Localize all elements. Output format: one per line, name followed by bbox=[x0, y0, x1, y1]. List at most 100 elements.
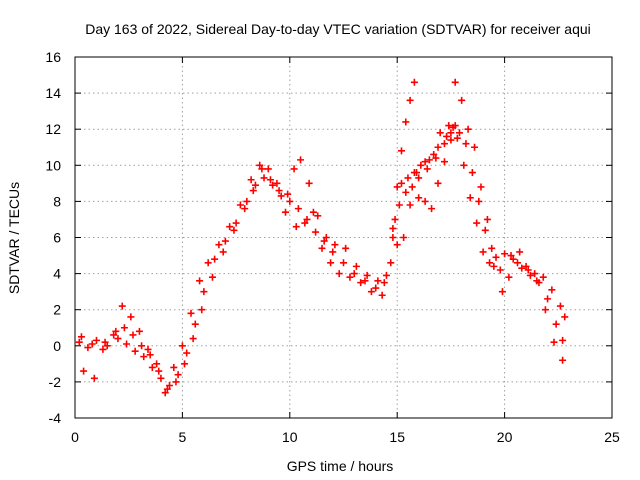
data-point bbox=[421, 197, 429, 205]
data-point bbox=[539, 273, 547, 281]
data-point bbox=[260, 174, 268, 182]
y-tick-label: -2 bbox=[49, 374, 62, 390]
data-point bbox=[531, 270, 539, 278]
data-point bbox=[277, 192, 285, 200]
data-point bbox=[552, 320, 560, 328]
data-point bbox=[415, 174, 423, 182]
data-point bbox=[327, 259, 335, 267]
data-point bbox=[453, 134, 461, 142]
y-tick-label: 6 bbox=[53, 230, 61, 246]
data-point bbox=[331, 241, 339, 249]
data-point bbox=[486, 259, 494, 267]
data-point bbox=[157, 374, 165, 382]
y-tick-label: 12 bbox=[45, 121, 61, 137]
data-point bbox=[447, 129, 455, 137]
data-point bbox=[440, 158, 448, 166]
data-point bbox=[309, 208, 317, 216]
data-point bbox=[247, 176, 255, 184]
series-track-c bbox=[80, 78, 567, 397]
data-point bbox=[92, 336, 100, 344]
data-point bbox=[251, 181, 259, 189]
data-point bbox=[561, 313, 569, 321]
data-point bbox=[505, 273, 513, 281]
data-point bbox=[471, 143, 479, 151]
data-point bbox=[230, 226, 238, 234]
chart-title: Day 163 of 2022, Sidereal Day-to-day VTE… bbox=[85, 21, 591, 37]
data-point bbox=[524, 266, 532, 274]
data-point bbox=[372, 284, 380, 292]
y-tick-label: 4 bbox=[53, 266, 61, 282]
data-point bbox=[400, 234, 408, 241]
data-point bbox=[434, 179, 442, 187]
y-tick-label: -4 bbox=[49, 410, 62, 426]
data-point bbox=[256, 161, 264, 169]
data-point bbox=[342, 244, 350, 252]
data-point bbox=[204, 259, 212, 267]
series-track-e bbox=[415, 122, 459, 213]
data-point bbox=[496, 266, 504, 274]
data-point bbox=[389, 224, 397, 232]
data-point bbox=[404, 174, 412, 182]
y-tick-label: 8 bbox=[53, 193, 61, 209]
data-point bbox=[215, 241, 223, 249]
x-tick-label: 10 bbox=[282, 429, 298, 445]
data-point bbox=[397, 179, 405, 187]
data-point bbox=[170, 363, 178, 371]
data-point bbox=[236, 201, 244, 209]
data-point bbox=[183, 349, 191, 357]
data-point bbox=[282, 208, 290, 216]
data-point bbox=[161, 389, 169, 397]
data-point bbox=[305, 179, 313, 187]
data-point bbox=[447, 136, 455, 144]
data-point bbox=[172, 378, 180, 386]
data-point bbox=[393, 183, 401, 191]
data-point bbox=[329, 248, 337, 256]
data-point bbox=[397, 147, 405, 155]
data-point bbox=[458, 96, 466, 104]
data-point bbox=[129, 331, 137, 339]
data-point bbox=[146, 351, 154, 359]
data-point bbox=[374, 277, 382, 285]
data-point bbox=[533, 277, 541, 285]
gridlines bbox=[75, 57, 612, 418]
data-point bbox=[516, 248, 524, 256]
data-point bbox=[479, 248, 487, 256]
data-point bbox=[200, 288, 208, 296]
data-point bbox=[273, 179, 281, 187]
data-point bbox=[391, 215, 399, 223]
data-point bbox=[312, 228, 320, 236]
data-point bbox=[402, 188, 410, 196]
data-point bbox=[382, 271, 390, 279]
series-track-a bbox=[75, 129, 567, 390]
data-point bbox=[77, 333, 85, 341]
data-point bbox=[226, 223, 234, 231]
x-tick-label: 25 bbox=[604, 429, 620, 445]
data-point bbox=[406, 96, 414, 104]
data-point bbox=[475, 197, 483, 205]
data-point bbox=[191, 320, 199, 328]
data-point bbox=[340, 259, 347, 267]
data-point bbox=[84, 344, 92, 352]
data-point bbox=[417, 161, 425, 169]
data-point bbox=[361, 277, 369, 285]
data-point bbox=[181, 360, 189, 368]
data-point bbox=[198, 306, 206, 314]
x-tick-label: 15 bbox=[389, 429, 405, 445]
data-point bbox=[428, 205, 436, 213]
data-point bbox=[178, 342, 186, 350]
data-point bbox=[88, 340, 96, 348]
data-point bbox=[421, 158, 429, 166]
data-point bbox=[75, 338, 83, 346]
data-point bbox=[440, 140, 448, 148]
data-point bbox=[483, 215, 491, 223]
data-point bbox=[408, 183, 416, 191]
data-point bbox=[148, 363, 156, 371]
data-point bbox=[258, 165, 266, 173]
data-point bbox=[155, 367, 163, 375]
data-points bbox=[75, 78, 569, 397]
data-point bbox=[410, 78, 418, 86]
data-point bbox=[294, 205, 302, 213]
data-point bbox=[99, 345, 107, 353]
data-point bbox=[550, 338, 558, 346]
data-point bbox=[264, 165, 272, 173]
